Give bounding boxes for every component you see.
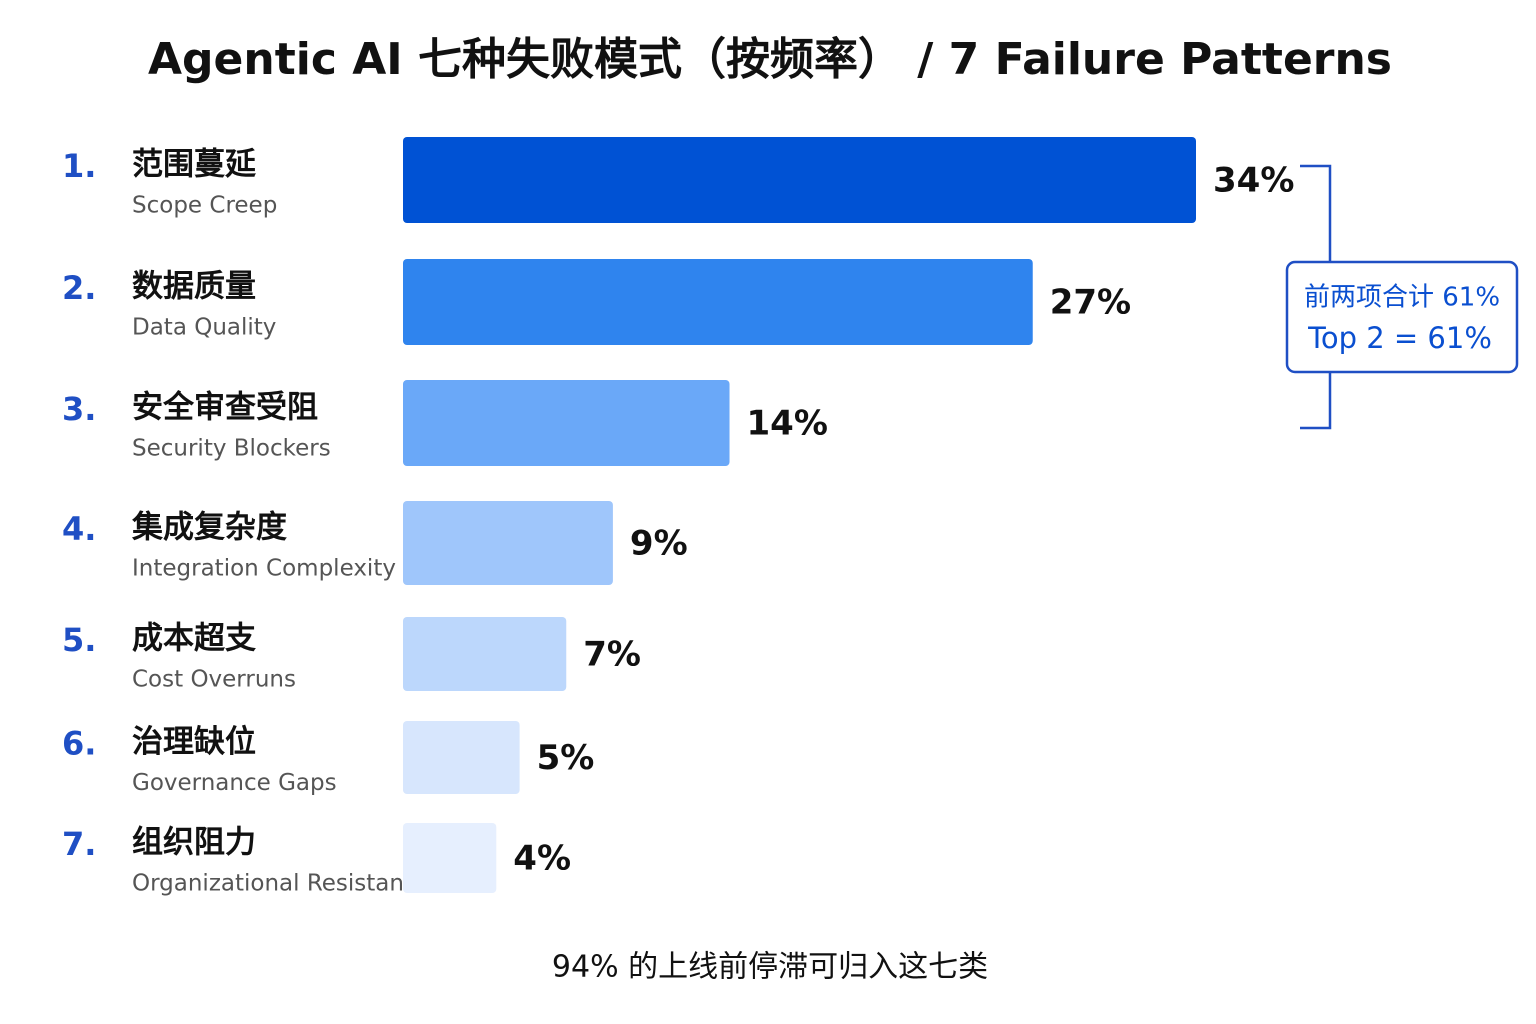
bar (403, 617, 567, 691)
bar (403, 259, 1033, 345)
category-label-en: Organizational Resistance (132, 871, 431, 897)
bar (403, 501, 613, 585)
chart-title: Agentic AI 七种失败模式（按频率） / 7 Failure Patte… (148, 34, 1392, 85)
bar (403, 823, 497, 893)
rank: 5. (62, 621, 96, 659)
value-label: 5% (537, 738, 595, 778)
bracket (1300, 164, 1332, 430)
value-label: 14% (747, 404, 828, 444)
value-label: 4% (513, 839, 571, 879)
category-label: 数据质量 (132, 269, 256, 305)
rank: 3. (62, 390, 96, 428)
rank: 2. (62, 269, 96, 307)
category-label-en: Governance Gaps (132, 770, 337, 796)
rank: 1. (62, 147, 96, 185)
bar (403, 137, 1196, 223)
category-label-en: Integration Complexity (132, 556, 396, 582)
category-label: 安全审查受阻 (132, 390, 318, 426)
category-label: 成本超支 (132, 621, 256, 657)
category-label-en: Security Blockers (132, 436, 331, 462)
bar (403, 380, 730, 466)
annotation-box (1285, 260, 1519, 374)
annotation: Top 2 = 61% (1307, 321, 1492, 355)
annotation: 前两项合计 61% (1304, 283, 1500, 313)
category-label: 组织阻力 (132, 825, 256, 861)
value-label: 7% (583, 635, 641, 675)
bar (403, 721, 520, 794)
category-label: 集成复杂度 (131, 510, 287, 546)
footer: 94% 的上线前停滞可归入这七类 (552, 950, 988, 985)
value-label: 27% (1050, 283, 1131, 323)
category-label: 范围蔓延 (132, 147, 257, 183)
category-label-en: Cost Overruns (132, 667, 296, 693)
value-label: 34% (1213, 161, 1294, 201)
rank: 6. (62, 725, 96, 763)
category-label-en: Scope Creep (132, 193, 277, 219)
category-label: 治理缺位 (132, 724, 256, 760)
rank: 7. (62, 825, 96, 863)
rank: 4. (62, 510, 96, 548)
category-label-en: Data Quality (132, 315, 276, 341)
value-label: 9% (630, 524, 688, 564)
